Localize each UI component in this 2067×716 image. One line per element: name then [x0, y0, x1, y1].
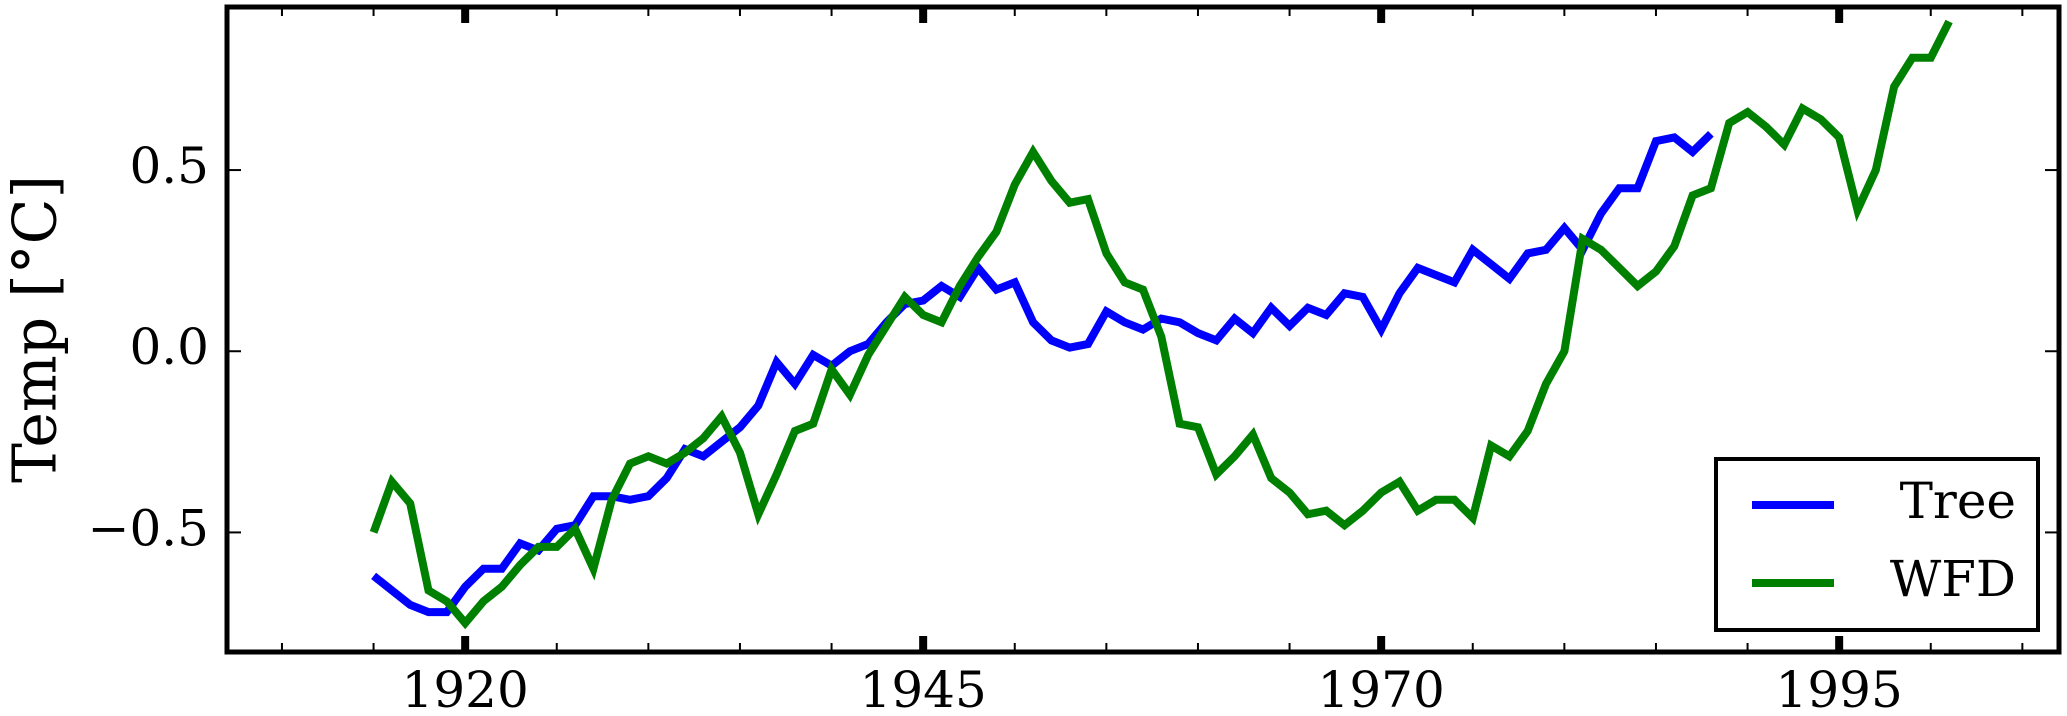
x-tick-label: 1970 — [1318, 661, 1445, 716]
x-tick-label: 1920 — [402, 661, 529, 716]
series-line — [369, 19, 1953, 630]
legend-label: Tree — [1900, 472, 2016, 530]
y-tick-label: −0.5 — [88, 499, 209, 557]
series-line — [371, 130, 1714, 617]
legend-label: WFD — [1890, 550, 2016, 608]
x-tick-label: 1995 — [1776, 661, 1903, 716]
y-tick-label: 0.5 — [129, 137, 209, 195]
legend-box — [1714, 457, 2040, 632]
plot-frame — [224, 4, 2062, 655]
x-tick-label: 1945 — [860, 661, 987, 716]
y-tick-label: 0.0 — [129, 318, 209, 376]
y-axis-label: Temp [°C] — [1, 175, 71, 483]
